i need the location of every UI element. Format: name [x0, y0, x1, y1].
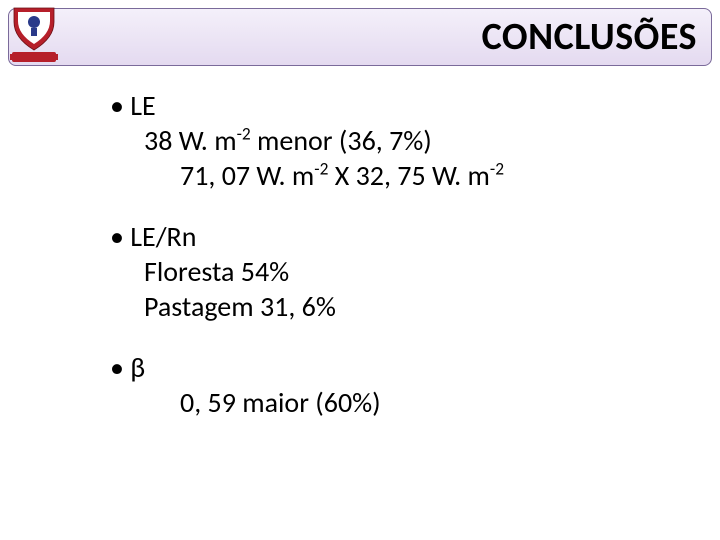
bullet-line: Floresta 54% [110, 254, 680, 289]
title-bar: CONCLUSÕES [8, 8, 712, 66]
bullet-block-beta: • β 0, 59 maior (60%) [110, 350, 680, 420]
bullet-line: 0, 59 maior (60%) [110, 385, 680, 420]
bullet-line: 71, 07 W. m-2 X 32, 75 W. m-2 [110, 158, 680, 193]
bullet-line: Pastagem 31, 6% [110, 289, 680, 324]
text-fragment: X 32, 75 W. m [328, 158, 489, 193]
bullet-head: • LE [110, 88, 680, 123]
text-fragment: menor (36, 7%) [251, 123, 432, 158]
bullet-head: • β [110, 350, 680, 385]
superscript: -2 [237, 123, 251, 145]
bullet-head: • LE/Rn [110, 219, 680, 254]
slide-title: CONCLUSÕES [482, 14, 697, 60]
institution-crest [10, 6, 58, 68]
bullet-block-le: • LE 38 W. m-2 menor (36, 7%) 71, 07 W. … [110, 88, 680, 193]
superscript: -2 [490, 158, 504, 180]
content-area: • LE 38 W. m-2 menor (36, 7%) 71, 07 W. … [110, 88, 680, 446]
bullet-line: 38 W. m-2 menor (36, 7%) [110, 123, 680, 158]
text-fragment: 71, 07 W. m [180, 158, 314, 193]
superscript: -2 [314, 158, 328, 180]
text-fragment: 38 W. m [144, 123, 237, 158]
bullet-block-lern: • LE/Rn Floresta 54% Pastagem 31, 6% [110, 219, 680, 324]
